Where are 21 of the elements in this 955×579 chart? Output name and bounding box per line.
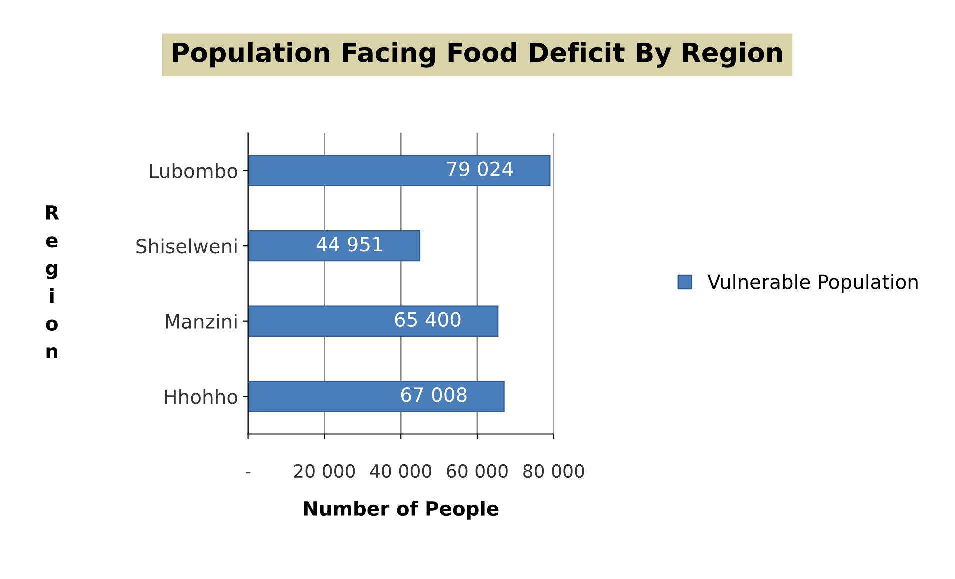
- bar: [248, 306, 499, 337]
- chart-title: Population Facing Food Deficit By Region: [173, 42, 782, 68]
- data-label: 44 951: [316, 237, 382, 252]
- x-tick-label: 40 000: [370, 464, 432, 478]
- x-tick-label: 20 000: [294, 464, 356, 478]
- x-tick-label: 80 000: [524, 464, 584, 478]
- legend-label: Vulnerable Population: [708, 274, 918, 294]
- data-label: 65 400: [395, 312, 461, 327]
- data-label: 79 024: [448, 162, 513, 176]
- y-tick-label: Hhohho: [165, 389, 238, 404]
- x-tick-label: 60 000: [447, 464, 508, 478]
- data-label: 67 008: [401, 388, 467, 402]
- y-tick-label: Manzini: [166, 314, 237, 330]
- bar: [248, 381, 505, 412]
- y-tick-label: Shiselweni: [136, 238, 237, 254]
- y-tick-label: Lubombo: [150, 163, 238, 178]
- bar: [248, 230, 421, 262]
- bar: [248, 155, 551, 186]
- x-tick-label: -: [246, 472, 251, 474]
- x-axis-title: Number of People: [304, 501, 499, 520]
- y-axis-title: Region: [46, 206, 60, 358]
